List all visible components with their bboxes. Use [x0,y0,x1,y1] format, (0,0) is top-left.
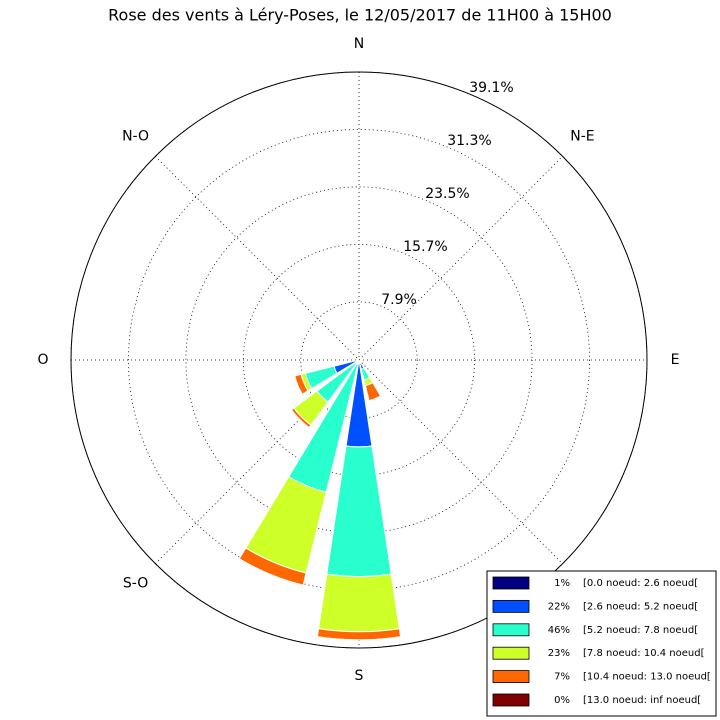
direction-label: O [37,352,48,368]
legend-share: 22% [548,601,570,612]
direction-label: N-O [122,129,149,145]
r-tick-label: 7.9% [381,292,417,308]
wedge [318,573,400,633]
grid-circle [300,301,418,419]
legend-swatch [492,693,530,707]
legend-label: [13.0 noeud: inf noeud[ [583,695,701,706]
r-tick-label: 31.3% [447,133,491,149]
legend-swatch [492,576,530,590]
direction-label: N [354,36,364,52]
legend-share: 46% [548,625,570,636]
legend-label: [10.4 noeud: 13.0 noeud[ [583,672,711,683]
grid-circle [185,186,533,534]
direction-label: S [355,668,364,684]
outer-circle [70,71,648,649]
legend-share: 1% [554,578,570,589]
grid-circle [128,129,590,591]
legend-label: [7.8 noeud: 10.4 noeud[ [583,648,704,659]
legend-share: 7% [554,672,570,683]
r-tick-label: 23.5% [425,186,469,202]
wedge [364,382,382,402]
legend-share: 23% [548,648,570,659]
legend-label: [2.6 noeud: 5.2 noeud[ [583,601,698,612]
wedge [326,445,392,578]
direction-label: E [671,352,680,368]
chart-title: Rose des vents à Léry-Poses, le 12/05/20… [108,6,612,25]
direction-label: S-O [123,575,148,591]
legend-label: [0.0 noeud: 2.6 noeud[ [583,578,698,589]
legend-swatch [492,623,530,637]
legend-swatch [492,670,530,683]
wedge [317,636,401,641]
r-tick-label: 39.1% [469,80,513,96]
grid-circle [242,243,476,477]
legend-share: 0% [554,695,570,706]
r-tick-label: 15.7% [403,239,447,255]
legend-swatch [492,646,530,660]
legend-label: [5.2 noeud: 7.8 noeud[ [583,625,698,636]
legend-box [486,570,717,717]
legend-swatch [492,600,530,613]
direction-label: N-E [570,129,594,145]
